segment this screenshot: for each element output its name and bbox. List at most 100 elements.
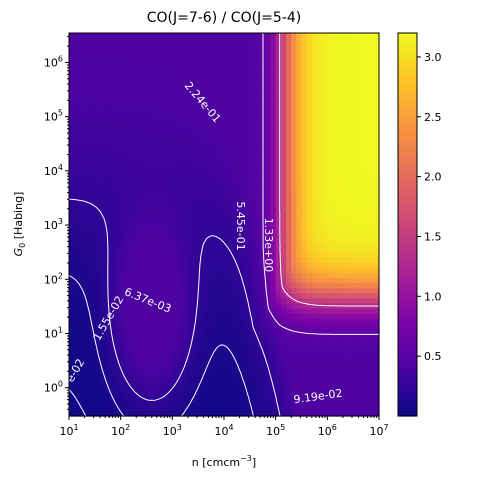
colorbar-segment (398, 158, 417, 163)
heatmap-cell (110, 410, 117, 417)
heatmap-cell (373, 155, 380, 162)
heatmap-cell (151, 99, 158, 106)
heatmap-cell (275, 150, 282, 157)
heatmap-cell (348, 324, 354, 330)
heatmap-cell (172, 221, 179, 228)
heatmap-cell (125, 359, 132, 366)
heatmap-cell (136, 370, 142, 376)
heatmap-cell (105, 78, 111, 85)
heatmap-cell (280, 170, 287, 177)
heatmap-cell (280, 94, 287, 100)
heatmap-cell (363, 201, 370, 208)
heatmap-cell (296, 104, 303, 111)
heatmap-cell (239, 227, 246, 233)
heatmap-cell (203, 318, 210, 325)
heatmap-cell (255, 273, 261, 279)
heatmap-cell (368, 150, 375, 157)
heatmap-cell (342, 227, 349, 233)
heatmap-cell (84, 395, 91, 402)
heatmap-cell (249, 201, 256, 208)
heatmap-cell (239, 196, 246, 203)
heatmap-cell (100, 181, 106, 187)
heatmap-cell (322, 405, 328, 412)
heatmap-cell (270, 252, 277, 259)
heatmap-cell (255, 196, 261, 203)
heatmap-cell (89, 370, 96, 376)
heatmap-cell (363, 288, 370, 295)
colorbar-segment (398, 338, 417, 342)
heatmap-cell (193, 99, 199, 106)
heatmap-cell (110, 283, 117, 289)
heatmap-cell (115, 293, 122, 300)
heatmap-cell (342, 395, 349, 402)
heatmap-cell (198, 400, 204, 407)
heatmap-cell (84, 196, 91, 203)
heatmap-cell (322, 390, 328, 397)
heatmap-cell (234, 318, 241, 325)
heatmap-cell (363, 145, 370, 152)
heatmap-cell (229, 84, 235, 90)
heatmap-cell (342, 400, 349, 407)
heatmap-cell (69, 344, 75, 351)
heatmap-cell (342, 48, 349, 55)
heatmap-cell (348, 405, 354, 412)
heatmap-cell (337, 395, 344, 402)
heatmap-cell (193, 380, 199, 386)
heatmap-cell (291, 175, 297, 182)
heatmap-cell (94, 206, 101, 213)
heatmap-cell (213, 78, 220, 85)
heatmap-cell (373, 160, 380, 167)
heatmap-cell (105, 318, 111, 325)
heatmap-cell (172, 119, 179, 126)
heatmap-cell (110, 99, 117, 106)
heatmap-cell (229, 410, 235, 417)
colorbar-segment (398, 65, 417, 70)
heatmap-cell (167, 99, 173, 106)
heatmap-cell (244, 288, 251, 295)
heatmap-cell (141, 364, 148, 371)
heatmap-cell (249, 221, 256, 228)
heatmap-cell (353, 150, 359, 157)
heatmap-cell (79, 303, 86, 310)
heatmap-cell (306, 160, 313, 167)
heatmap-cell (177, 73, 184, 80)
heatmap-cell (94, 324, 101, 330)
heatmap-cell (332, 165, 339, 172)
heatmap-cell (177, 262, 184, 269)
heatmap-cell (249, 145, 256, 152)
heatmap-cell (358, 349, 365, 356)
heatmap-cell (270, 211, 277, 218)
heatmap-cell (69, 124, 75, 131)
heatmap-cell (198, 395, 204, 402)
heatmap-cell (69, 410, 75, 417)
heatmap-cell (311, 155, 318, 162)
heatmap-cell (270, 196, 277, 203)
heatmap-cell (239, 339, 246, 346)
heatmap-cell (167, 303, 173, 310)
heatmap-cell (146, 288, 153, 295)
heatmap-cell (270, 201, 277, 208)
heatmap-cell (358, 155, 365, 162)
heatmap-cell (69, 293, 75, 300)
heatmap-cell (172, 385, 179, 392)
heatmap-cell (306, 38, 313, 44)
heatmap-cell (203, 267, 210, 274)
heatmap-cell (69, 298, 75, 305)
heatmap-cell (141, 298, 148, 305)
heatmap-cell (198, 359, 204, 366)
heatmap-cell (115, 114, 122, 121)
heatmap-cell (342, 410, 349, 417)
heatmap-cell (94, 165, 101, 172)
heatmap-cell (110, 400, 117, 407)
heatmap-cell (167, 221, 173, 228)
heatmap-cell (317, 267, 323, 274)
colorbar-segment (398, 374, 417, 378)
heatmap-cell (286, 318, 292, 325)
x-axis-ticks: 101 102 103 104 105 106 107 (59, 416, 389, 438)
heatmap-cell (84, 380, 91, 386)
heatmap-cell (358, 298, 365, 305)
heatmap-cell (265, 150, 272, 157)
heatmap-cell (136, 375, 142, 381)
heatmap-cell (296, 221, 303, 228)
heatmap-cell (94, 400, 101, 407)
